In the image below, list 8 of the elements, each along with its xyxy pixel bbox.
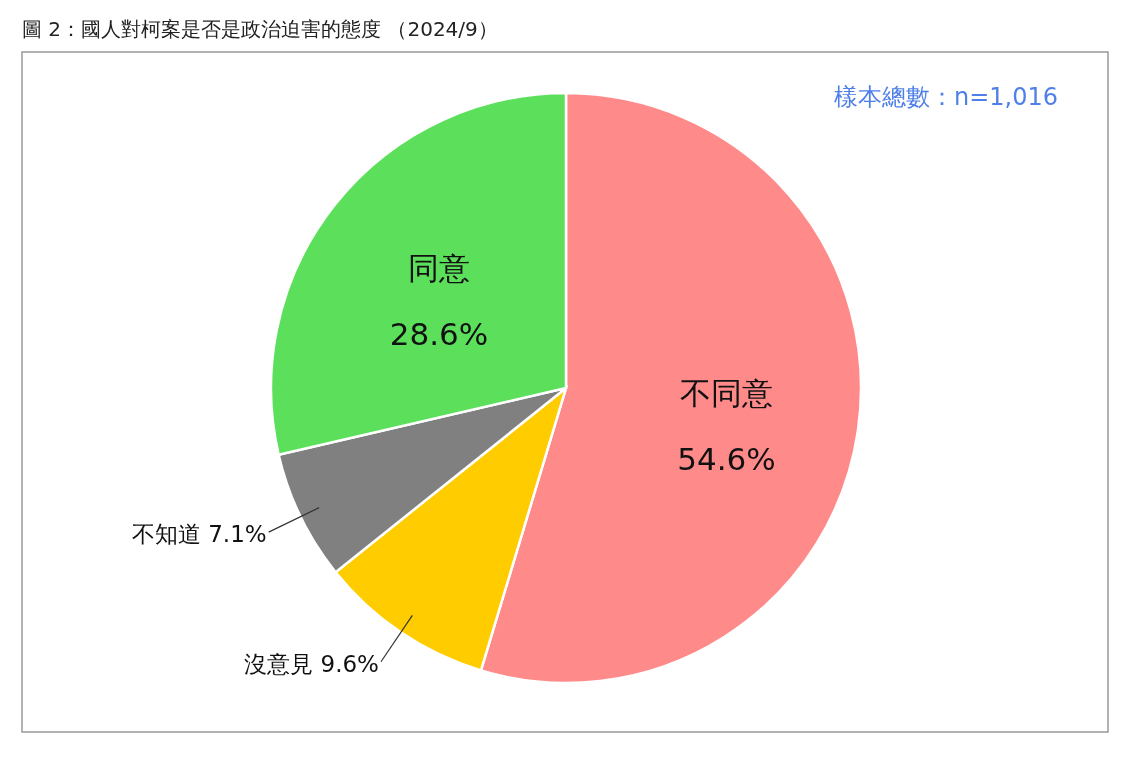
slice-label: 不知道 7.1%	[131, 521, 267, 548]
slice-label: 沒意見 9.6%	[244, 650, 379, 677]
data-label: 28.6%	[389, 316, 489, 353]
slice-label: 同意	[407, 250, 470, 287]
chart-title: 圖 2：國人對柯案是否是政治迫害的態度 （2024/9）	[22, 17, 498, 41]
slice-label: 不同意	[680, 374, 774, 411]
text: 樣本總數：n=1,016	[833, 83, 1058, 111]
data-label: 54.6%	[677, 440, 776, 477]
